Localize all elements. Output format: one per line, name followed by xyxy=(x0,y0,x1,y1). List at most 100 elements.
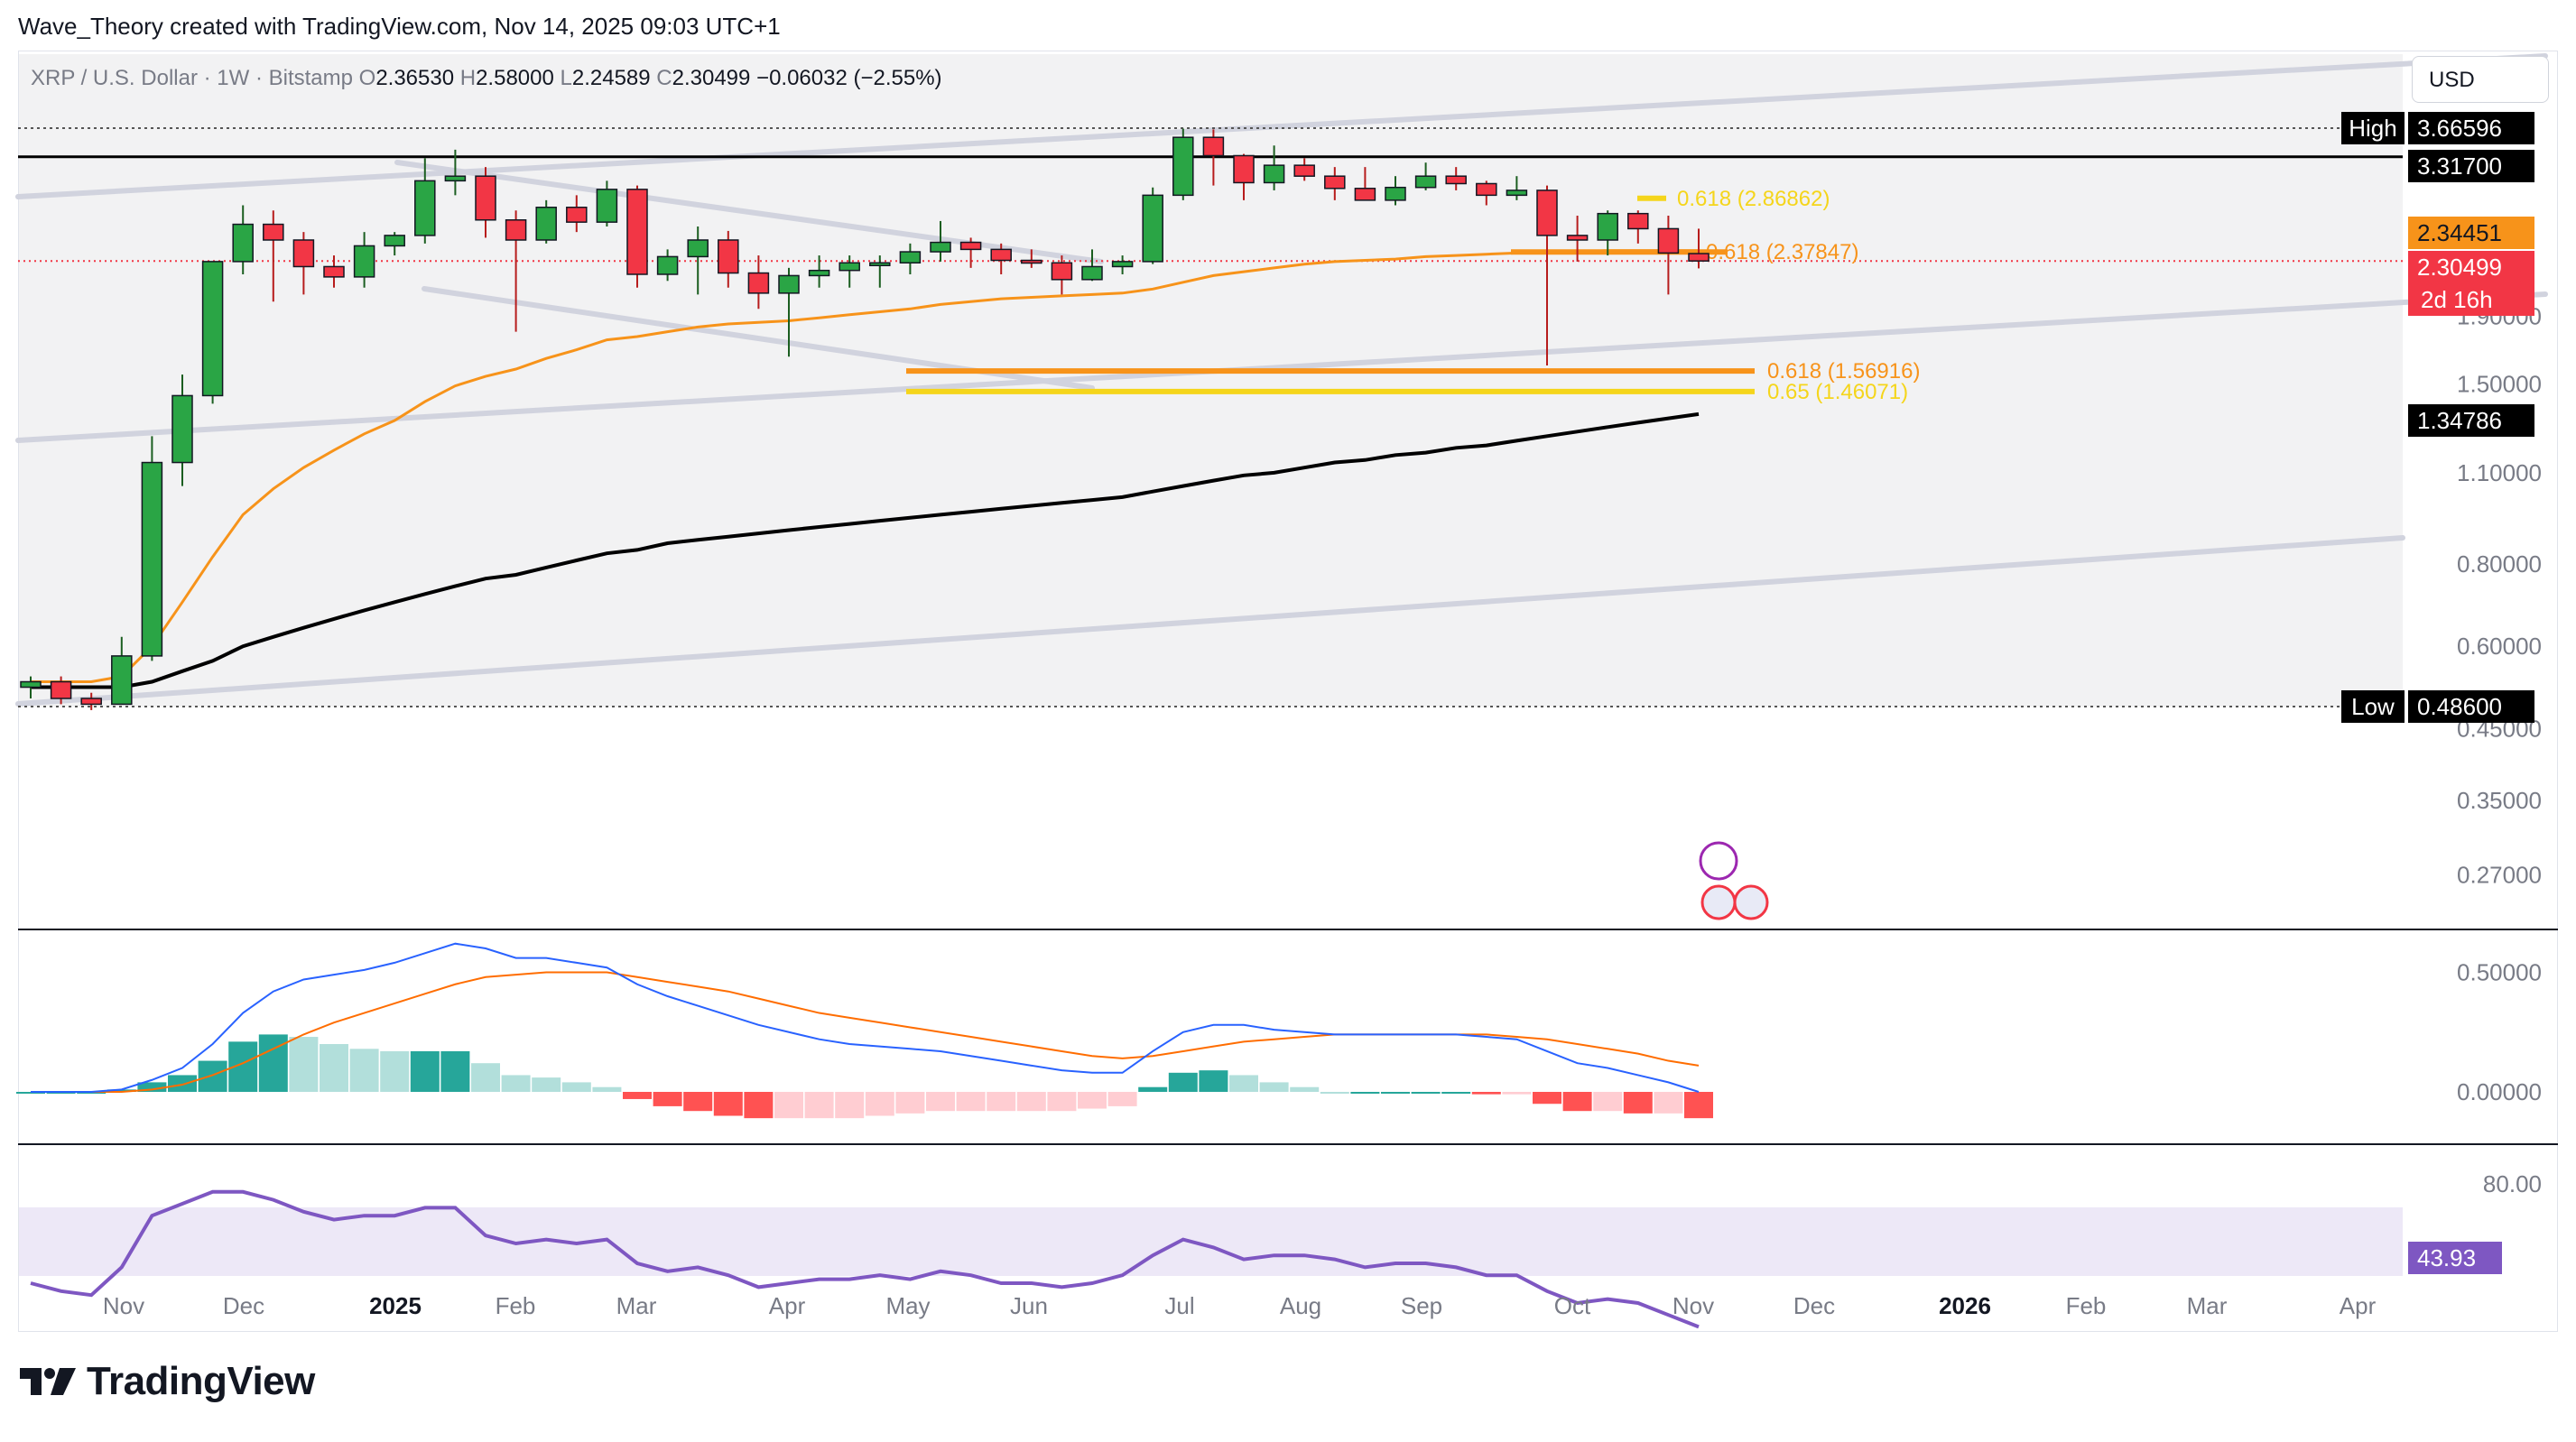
candle xyxy=(50,676,72,705)
us-flag-icon xyxy=(1733,884,1769,920)
time-axis-label: Jun xyxy=(1010,1292,1048,1319)
macd-histogram-bar xyxy=(471,1063,500,1092)
currency-button[interactable]: USD xyxy=(2412,56,2549,103)
legend-part: O xyxy=(359,66,376,90)
candle-body xyxy=(201,261,224,397)
candle-body xyxy=(1202,136,1225,157)
price-label-value: 3.66596 xyxy=(2417,115,2502,142)
candle-body xyxy=(323,265,345,278)
candle-body xyxy=(80,698,102,706)
macd-histogram-bar xyxy=(683,1092,713,1112)
candle-body xyxy=(778,274,800,294)
candle-body xyxy=(1385,186,1406,201)
macd-histogram-bar xyxy=(653,1092,682,1106)
macd-histogram-bar xyxy=(592,1086,622,1092)
chart-frame xyxy=(18,51,2558,1332)
macd-tick-label: 0.00000 xyxy=(2457,1078,2542,1105)
candle-body xyxy=(1445,175,1467,185)
ema-slow-line xyxy=(31,411,1700,689)
macd-histogram-bar xyxy=(1623,1092,1653,1114)
price-label-value: 2.34451 xyxy=(2417,219,2502,246)
macd-histogram-bar xyxy=(320,1044,348,1092)
candle-body xyxy=(899,251,922,264)
candle xyxy=(1445,167,1467,190)
macd-histogram-bar xyxy=(835,1092,865,1119)
candle-body xyxy=(1293,164,1315,177)
macd-histogram-bar xyxy=(1138,1086,1168,1092)
price-label-box xyxy=(2408,251,2534,316)
candle xyxy=(1414,162,1437,190)
candle xyxy=(899,243,922,274)
macd-histogram-bar xyxy=(1684,1092,1713,1119)
macd-histogram-bar xyxy=(532,1077,561,1092)
candle xyxy=(201,261,224,404)
macd-histogram-bar xyxy=(1199,1070,1228,1092)
candle xyxy=(535,199,557,244)
legend-part: H xyxy=(460,66,476,90)
trendline xyxy=(15,535,2405,707)
time-axis-label: Aug xyxy=(1280,1292,1321,1319)
candle xyxy=(1081,249,1103,282)
legend-part: C xyxy=(656,66,672,90)
price-label-value: 0.48600 xyxy=(2417,693,2502,720)
candle-body xyxy=(1506,189,1528,197)
candle xyxy=(80,692,102,710)
candle xyxy=(596,180,618,226)
candle xyxy=(414,158,436,244)
candle-body xyxy=(566,207,588,223)
price-tag-label: High xyxy=(2349,115,2396,142)
price-label-box xyxy=(2408,690,2534,723)
attribution: Wave_Theory created with TradingView.com… xyxy=(18,13,781,40)
macd-histogram-bar xyxy=(1350,1092,1380,1094)
candle xyxy=(1476,180,1497,206)
time-axis-label: Apr xyxy=(2340,1292,2377,1319)
tradingview-logo[interactable]: TradingView xyxy=(20,1359,315,1404)
price-label-box xyxy=(2408,404,2534,437)
macd-histogram-bar xyxy=(410,1050,440,1092)
macd-histogram-bar xyxy=(561,1082,591,1092)
candle xyxy=(1657,216,1680,295)
price-tick-label: 0.35000 xyxy=(2457,787,2542,814)
price-tick-label: 1.50000 xyxy=(2457,370,2542,397)
candle-body xyxy=(1324,175,1346,189)
rsi-tick-label: 80.00 xyxy=(2483,1170,2542,1197)
candle-body xyxy=(1051,262,1073,281)
rsi-value-box xyxy=(2408,1242,2502,1274)
time-axis-label: Oct xyxy=(1554,1292,1591,1319)
candle xyxy=(20,676,42,698)
candle-body xyxy=(1021,259,1042,264)
fib-label: 0.65 (1.46071) xyxy=(1767,380,1908,404)
candle-body xyxy=(384,235,405,247)
candle-body xyxy=(1263,164,1285,184)
time-axis-label: Sep xyxy=(1401,1292,1442,1319)
price-tick-label: 0.80000 xyxy=(2457,550,2542,578)
candle xyxy=(292,232,315,295)
price-tick-label: 0.60000 xyxy=(2457,633,2542,660)
macd-histogram-bar xyxy=(107,1089,136,1092)
candle xyxy=(808,255,830,288)
candle xyxy=(1385,176,1406,206)
candle-body xyxy=(808,269,830,277)
candle xyxy=(1263,145,1285,190)
macd-histogram-bar xyxy=(1441,1092,1471,1094)
time-axis-label: Feb xyxy=(496,1292,536,1319)
legend-part: 2.58000 xyxy=(476,66,560,90)
candle-body xyxy=(1657,227,1680,254)
candle xyxy=(778,267,800,357)
macd-histogram-bar xyxy=(1654,1092,1683,1114)
candle-body xyxy=(20,680,42,689)
macd-histogram-bar xyxy=(1259,1082,1289,1092)
time-axis-label: Apr xyxy=(769,1292,806,1319)
candle xyxy=(1233,153,1255,200)
macd-histogram-bar xyxy=(987,1092,1016,1112)
candle-body xyxy=(1233,154,1255,184)
fib-label: 0.618 (2.86862) xyxy=(1677,187,1830,211)
macd-histogram-bar xyxy=(1411,1092,1441,1094)
candle-body xyxy=(1627,212,1649,230)
candle xyxy=(171,374,193,486)
candle-body xyxy=(444,175,467,182)
time-axis-label: Dec xyxy=(223,1292,264,1319)
macd-histogram-bar xyxy=(713,1092,743,1116)
candle-body xyxy=(353,245,375,278)
